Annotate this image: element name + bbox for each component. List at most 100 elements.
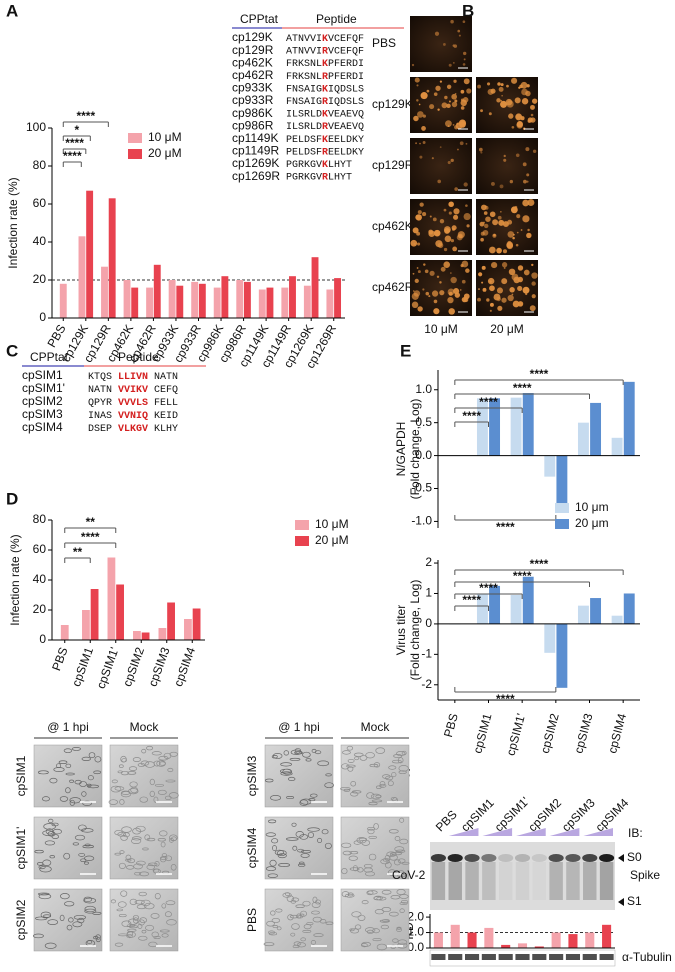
- cell: [69, 797, 81, 804]
- sequence-part: DSEP: [88, 424, 118, 435]
- cell: [422, 212, 427, 217]
- cell: [154, 893, 161, 900]
- cell: [381, 889, 392, 895]
- y-tick-label: 1: [425, 586, 432, 600]
- sequence-part: VVIKV: [118, 385, 148, 396]
- cell: [60, 893, 70, 900]
- cell: [295, 904, 305, 909]
- cell: [111, 779, 118, 784]
- cell: [437, 179, 442, 184]
- band: [430, 854, 446, 862]
- cell: [143, 902, 155, 910]
- peptide-sequence: FNSAIGKIQDSLS: [286, 84, 364, 95]
- cell: [78, 824, 87, 831]
- cell: [151, 931, 159, 938]
- y-tick-label: 0.0: [415, 448, 432, 462]
- cell: [450, 238, 455, 243]
- loading-band: [532, 954, 547, 960]
- bar: [501, 944, 511, 948]
- cell: [290, 749, 302, 755]
- smear: [583, 862, 597, 900]
- cell: [270, 795, 282, 801]
- cell: [167, 767, 174, 773]
- dose-wedge: [516, 828, 546, 836]
- bar: [544, 623, 556, 653]
- cell: [425, 291, 430, 296]
- band-arrow: [618, 854, 624, 862]
- significance-label: ****: [530, 557, 549, 571]
- cell: [419, 142, 421, 145]
- legend-label: 20 μM: [148, 146, 182, 160]
- sequence-part: PFERDI: [328, 71, 364, 82]
- cell: [87, 775, 94, 781]
- cell: [132, 827, 142, 835]
- loading-label: α-Tubulin: [622, 950, 672, 964]
- x-tick-label: cpSIM3: [145, 645, 172, 688]
- dose-wedge: [482, 828, 513, 836]
- cell: [128, 918, 139, 925]
- cell: [290, 899, 297, 904]
- bar: [534, 946, 544, 948]
- cell: [132, 917, 139, 924]
- cell: [121, 920, 132, 928]
- cell: [466, 88, 472, 94]
- y-axis-label: Infection rate (%): [8, 534, 22, 625]
- cell: [413, 290, 415, 292]
- cell: [92, 911, 102, 915]
- cell: [479, 147, 483, 152]
- cell: [509, 287, 515, 293]
- bar: [158, 628, 167, 640]
- cell: [489, 285, 495, 292]
- y-tick-label: -1: [421, 647, 432, 661]
- cell: [512, 300, 520, 308]
- cell: [434, 31, 440, 36]
- x-tick-label: cpSIM4: [171, 645, 198, 688]
- cell: [450, 276, 457, 284]
- cell: [490, 88, 496, 94]
- cell: [65, 772, 75, 776]
- cell: [439, 80, 443, 83]
- cell: [481, 265, 486, 270]
- cell: [360, 943, 368, 948]
- cell: [517, 285, 523, 292]
- row-label: cpSIM2: [14, 899, 28, 940]
- sequence-part: VEAEVQ: [328, 109, 364, 120]
- cell: [165, 779, 176, 783]
- bar: [176, 285, 184, 318]
- cell: [515, 114, 521, 120]
- bar: [258, 289, 266, 318]
- cell: [302, 929, 312, 933]
- loading-blot: [429, 949, 616, 967]
- cell: [286, 895, 294, 903]
- cell: [82, 844, 94, 849]
- cell: [132, 914, 140, 921]
- cell: [127, 928, 137, 932]
- cell: [145, 924, 155, 931]
- significance-label: **: [86, 515, 96, 529]
- cell: [429, 270, 435, 276]
- cell: [289, 914, 299, 919]
- cell: [305, 758, 312, 762]
- peptide-sequence: FRKSNLKPFERDI: [286, 59, 364, 70]
- cell: [446, 228, 451, 233]
- cell: [372, 928, 380, 934]
- bar: [623, 593, 635, 624]
- bar: [167, 602, 175, 640]
- cell: [415, 214, 421, 220]
- cell: [148, 941, 158, 948]
- cell: [482, 287, 487, 292]
- cell: [367, 826, 376, 831]
- cell: [110, 785, 122, 793]
- cell: [401, 861, 410, 865]
- cell: [460, 264, 464, 268]
- significance-label: ****: [76, 109, 95, 123]
- sequence-part: IQDSLS: [328, 97, 364, 108]
- cell: [34, 849, 44, 854]
- cell: [149, 778, 155, 786]
- cell: [269, 859, 277, 867]
- peptide-name: cp933R: [232, 93, 274, 107]
- cell: [137, 923, 143, 929]
- cell: [416, 267, 419, 269]
- peptide-name: cp986R: [232, 118, 274, 132]
- cell: [371, 799, 383, 803]
